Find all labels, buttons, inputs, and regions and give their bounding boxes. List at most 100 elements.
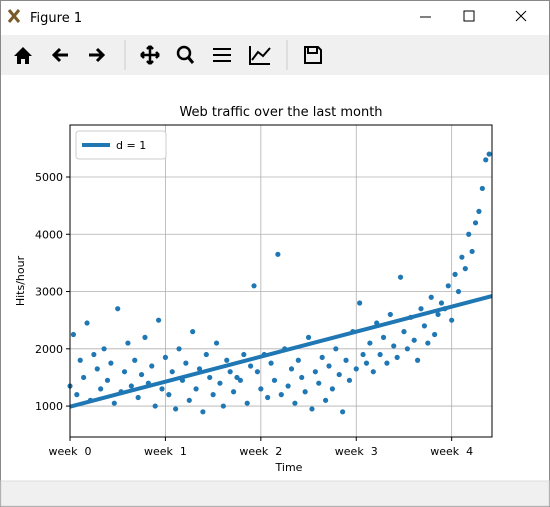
scatter-point — [241, 351, 247, 358]
scatter-point — [142, 334, 148, 340]
configure-button[interactable] — [213, 48, 231, 62]
legend-label: d = 1 — [116, 139, 146, 152]
scatter-point — [472, 220, 479, 226]
scatter-point — [316, 380, 322, 386]
scatter-point — [333, 346, 339, 352]
scatter-point — [271, 377, 278, 383]
scatter-point — [312, 369, 318, 375]
scatter-point — [322, 397, 329, 403]
scatter-point — [295, 357, 301, 363]
pan-button[interactable] — [140, 45, 160, 65]
edit-axes-button[interactable] — [249, 46, 271, 65]
scatter-point — [462, 266, 468, 272]
scatter-point — [401, 329, 407, 335]
scatter-point — [397, 274, 404, 280]
scatter-point — [203, 351, 209, 358]
scatter-point — [111, 400, 117, 406]
scatter-point — [220, 403, 226, 409]
scatter-point — [108, 360, 114, 366]
scatter-point — [234, 374, 240, 381]
scatter-point — [254, 369, 261, 375]
scatter-point — [326, 363, 332, 369]
scatter-point — [91, 351, 97, 358]
fit-line — [69, 294, 493, 409]
scatter-point — [149, 363, 155, 369]
scatter-point — [237, 377, 243, 383]
toolbar — [1, 35, 549, 75]
scatter-point — [162, 354, 169, 360]
scatter-point — [84, 320, 90, 326]
home-button[interactable] — [14, 47, 32, 64]
y-tick-label: 5000 — [35, 171, 63, 184]
scatter-point — [377, 351, 383, 358]
scatter-point — [210, 392, 216, 398]
scatter-point — [455, 288, 462, 295]
scatter-point — [476, 208, 482, 214]
scatter-point — [98, 386, 104, 392]
scatter-point — [340, 409, 346, 415]
app-icon — [7, 9, 21, 23]
x-tick-label: week 0 — [49, 445, 92, 458]
scatter-point — [380, 334, 387, 340]
zoom-button[interactable] — [176, 45, 195, 64]
scatter-point — [104, 377, 111, 383]
x-tick-label: week 4 — [430, 445, 473, 458]
y-tick-label: 2000 — [35, 343, 63, 356]
scatter-point — [186, 397, 192, 403]
save-button[interactable] — [304, 46, 322, 64]
scatter-point — [152, 403, 158, 409]
scatter-point — [421, 323, 428, 329]
scatter-point — [224, 357, 230, 363]
scatter-point — [353, 366, 359, 372]
scatter-point — [81, 374, 87, 381]
scatter-point — [384, 360, 390, 366]
scatter-point — [483, 157, 489, 163]
scatter-point — [138, 371, 145, 378]
scatter-point — [227, 369, 233, 375]
scatter-point — [196, 366, 203, 372]
scatter-point — [329, 386, 336, 392]
x-tick-label: week 2 — [239, 445, 282, 458]
scatter-point — [432, 331, 438, 338]
scatter-point — [459, 254, 465, 260]
scatter-point — [176, 346, 182, 352]
scatter-point — [370, 369, 376, 375]
scatter-point — [309, 406, 315, 412]
scatter-point — [213, 340, 220, 346]
scatter-point — [132, 357, 138, 363]
scatter-point — [169, 369, 175, 375]
scatter-point — [193, 386, 199, 392]
scatter-point — [248, 363, 254, 369]
scatter-point — [230, 389, 237, 395]
scatter-point — [343, 357, 349, 363]
scatter-point — [479, 185, 485, 192]
y-axis-label: Hits/hour — [14, 255, 27, 306]
maximize-button[interactable] — [463, 10, 475, 22]
legend-box — [75, 130, 167, 160]
scatter-point — [292, 400, 298, 406]
scatter-point — [159, 386, 165, 392]
scatter-point — [156, 317, 162, 323]
scatter-point — [305, 334, 312, 340]
scatter-point — [319, 354, 325, 360]
scatter-point — [190, 329, 196, 335]
y-tick-label: 4000 — [35, 228, 63, 241]
close-button[interactable] — [515, 10, 527, 22]
scatter-point — [391, 343, 397, 349]
x-tick-label: week 3 — [335, 445, 378, 458]
scatter-point — [288, 366, 295, 372]
scatter-point — [265, 394, 271, 401]
back-button[interactable] — [51, 47, 68, 63]
scatter-point — [336, 371, 342, 378]
scatter-point — [418, 306, 424, 312]
scatter-point — [438, 300, 445, 306]
scatter-point — [435, 311, 441, 318]
scatter-point — [360, 351, 366, 358]
scatter-point — [74, 392, 80, 398]
forward-button[interactable] — [89, 47, 106, 63]
chart-title: Web traffic over the last month — [179, 105, 382, 120]
scatter-point — [121, 369, 128, 375]
y-tick-label: 1000 — [35, 400, 63, 413]
scatter-point — [346, 377, 353, 383]
x-axis-label: Time — [275, 461, 303, 474]
